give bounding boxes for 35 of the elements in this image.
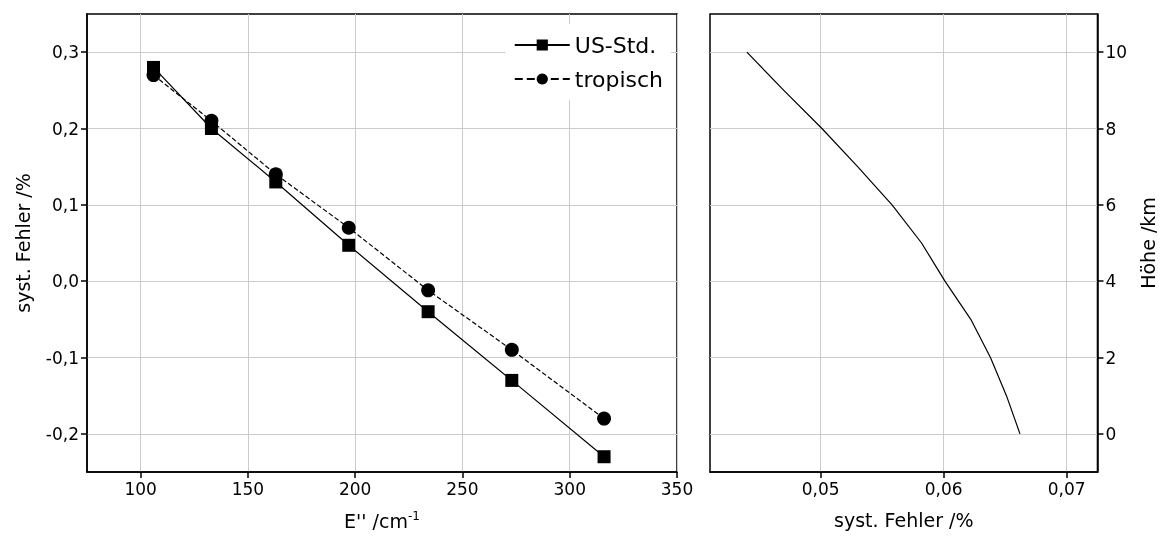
point [597,411,612,426]
y2-axis-title: Höhe /km [1136,197,1159,289]
point [505,373,519,387]
x-axis-title: syst. Fehler /% [834,508,974,531]
x-tick-label: 350 [660,478,694,499]
y2-tick-label: 8 [1105,118,1117,139]
point [421,283,436,298]
y2-tick-label: 2 [1105,347,1117,368]
x-tick-label: 100 [124,478,157,499]
point [421,305,435,319]
y2-tick-label: 10 [1105,42,1128,63]
y-tick-label: 0,3 [51,42,79,63]
point [342,238,356,252]
x-tick-label: 250 [446,478,479,499]
x-tick-label: 200 [338,478,372,499]
y-axis-title: syst. Fehler /% [11,173,34,313]
y2-tick-label: 4 [1105,271,1117,292]
y-tick-label: -0,1 [45,347,79,368]
y-tick-label: 0,0 [51,271,79,292]
y-tick-label: 0,2 [51,118,79,139]
y2-tick-label: 6 [1105,194,1117,215]
y-tick-label: 0,1 [51,194,79,215]
x-tick-label: 0,06 [924,478,963,499]
line-series [746,51,1021,435]
point [597,450,611,464]
x-tick-label: 150 [231,478,265,499]
y-tick-label: -0,2 [45,423,79,444]
point [504,342,519,357]
y2-tick-label: 0 [1105,423,1117,444]
point [341,220,356,235]
x-tick-label: 0,05 [801,478,840,499]
legend-label: US-Std. [574,32,657,58]
x-tick-label: 300 [553,478,586,499]
x-tick-label: 0,07 [1047,478,1086,499]
legend-label: tropisch [574,66,664,92]
